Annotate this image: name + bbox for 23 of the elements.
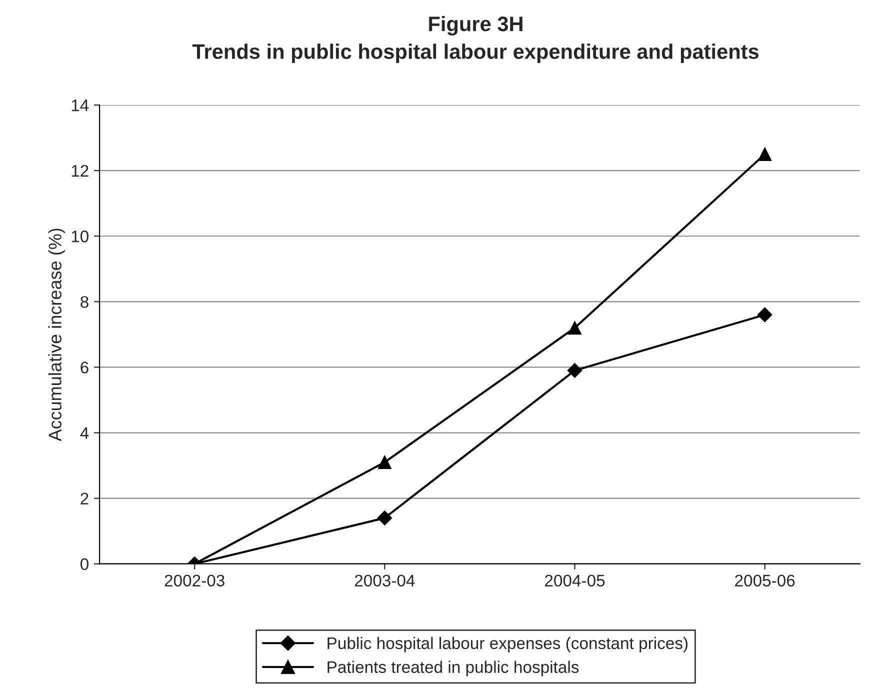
point: [567, 363, 582, 378]
y-tick-label: 0: [80, 558, 88, 570]
y-tick-label: 6: [80, 362, 88, 374]
x-tick-label: 2004-05: [545, 574, 605, 587]
y-tick-label: 4: [80, 427, 89, 439]
point: [377, 510, 392, 526]
point: [757, 307, 772, 322]
legend-label: Patients treated in public hospitals: [328, 660, 579, 676]
x-tick-label: 2005-06: [735, 574, 795, 587]
y-tick-label: 2: [80, 492, 88, 504]
chart-title: Figure 3H: [429, 16, 522, 36]
point: [568, 321, 582, 335]
y-tick-label: 14: [72, 100, 89, 112]
point: [758, 147, 772, 161]
y-axis-title: Accumulative increase (%): [48, 228, 66, 442]
y-tick-label: 12: [72, 164, 88, 177]
legend-label: Public hospital labour expenses (constant prices): [328, 636, 688, 652]
y-tick-label: 10: [72, 230, 88, 242]
x-tick-label: 2002-03: [164, 574, 224, 587]
x-tick-label: 2003-04: [354, 574, 415, 587]
chart-subtitle: Trends in public hospital labour expenditure and patients: [192, 44, 759, 64]
point: [378, 455, 392, 470]
y-tick-label: 8: [80, 296, 88, 308]
